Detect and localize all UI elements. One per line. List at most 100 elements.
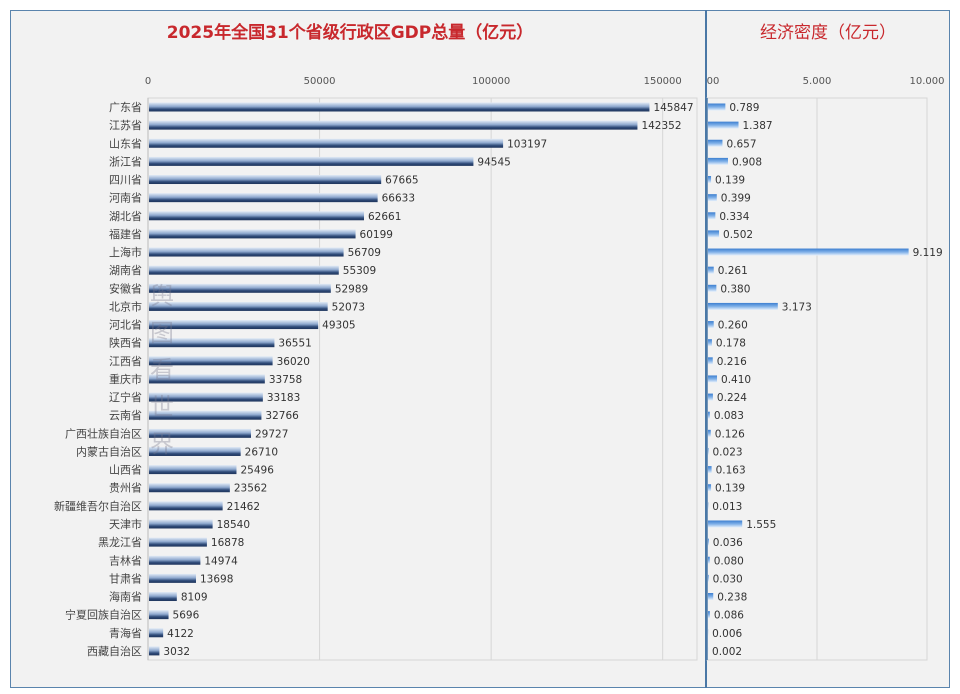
category-label: 天津市 bbox=[109, 517, 142, 531]
category-label: 福建省 bbox=[109, 227, 142, 241]
data-label: 16878 bbox=[211, 537, 244, 549]
bar bbox=[708, 411, 710, 419]
bar bbox=[708, 339, 712, 347]
x-tick-label: 150000 bbox=[644, 76, 682, 87]
bar bbox=[149, 555, 201, 565]
category-label: 西藏自治区 bbox=[87, 644, 142, 658]
category-label: 北京市 bbox=[109, 299, 142, 313]
bar bbox=[708, 357, 713, 365]
data-label: 18540 bbox=[217, 519, 250, 531]
category-label: 贵州省 bbox=[109, 482, 142, 495]
category-label: 海南省 bbox=[109, 590, 142, 604]
category-label: 浙江省 bbox=[109, 155, 142, 168]
data-label: 56709 bbox=[348, 247, 381, 259]
bar bbox=[149, 265, 339, 275]
data-label: 52073 bbox=[332, 301, 365, 313]
data-label: 26710 bbox=[245, 446, 278, 458]
panel-divider bbox=[705, 10, 707, 688]
bar bbox=[708, 230, 720, 238]
bar bbox=[149, 283, 331, 293]
bar bbox=[708, 375, 718, 383]
bar bbox=[708, 447, 709, 455]
data-label: 0.002 bbox=[712, 646, 742, 658]
data-label: 0.410 bbox=[721, 374, 751, 386]
category-label: 河北省 bbox=[109, 319, 142, 332]
data-label: 0.139 bbox=[715, 175, 745, 187]
bar bbox=[149, 519, 213, 529]
bar bbox=[149, 573, 197, 583]
data-label: 1.555 bbox=[746, 519, 776, 531]
bar bbox=[708, 284, 717, 292]
data-label: 67665 bbox=[385, 175, 418, 187]
data-label: 14974 bbox=[204, 555, 238, 567]
bar bbox=[708, 266, 714, 274]
bar bbox=[708, 393, 713, 401]
data-label: 0.224 bbox=[717, 392, 747, 404]
data-label: 0.013 bbox=[712, 501, 742, 513]
category-label: 甘肃省 bbox=[109, 572, 142, 585]
category-label: 辽宁省 bbox=[109, 390, 142, 404]
data-label: 66633 bbox=[382, 193, 415, 205]
bar bbox=[708, 466, 712, 474]
data-label: 0.030 bbox=[713, 573, 743, 585]
data-label: 3032 bbox=[163, 646, 190, 658]
data-label: 60199 bbox=[360, 229, 393, 241]
bar bbox=[708, 103, 726, 111]
bar bbox=[149, 211, 365, 221]
bar bbox=[708, 574, 709, 582]
category-label: 青海省 bbox=[109, 626, 142, 640]
x-tick-label: 100000 bbox=[472, 76, 510, 87]
data-label: 0.260 bbox=[718, 320, 748, 332]
data-label: 36020 bbox=[277, 356, 310, 368]
bar bbox=[149, 175, 382, 185]
data-label: 29727 bbox=[255, 428, 288, 440]
data-label: 33183 bbox=[267, 392, 300, 404]
category-label: 湖北省 bbox=[109, 210, 142, 223]
data-label: 13698 bbox=[200, 573, 233, 585]
category-label: 湖南省 bbox=[109, 264, 142, 277]
data-label: 0.261 bbox=[718, 265, 748, 277]
data-label: 0.216 bbox=[717, 356, 747, 368]
bar bbox=[149, 320, 319, 330]
category-label: 内蒙古自治区 bbox=[76, 444, 142, 458]
bar bbox=[149, 628, 164, 638]
category-label: 吉林省 bbox=[109, 553, 142, 567]
bar bbox=[708, 248, 909, 256]
category-label: 广东省 bbox=[109, 101, 142, 114]
bar bbox=[708, 157, 728, 165]
data-label: 0.083 bbox=[714, 410, 744, 422]
bar bbox=[708, 139, 723, 147]
category-label: 江苏省 bbox=[109, 119, 142, 132]
category-label: 江西省 bbox=[109, 355, 142, 368]
bar bbox=[149, 592, 177, 602]
data-label: 0.789 bbox=[729, 102, 759, 114]
bar bbox=[149, 392, 263, 402]
data-label: 5696 bbox=[173, 610, 200, 622]
x-tick-label: 10.000 bbox=[910, 76, 945, 87]
bar bbox=[149, 229, 356, 239]
x-tick-label: 0 bbox=[145, 76, 151, 87]
data-label: 0.399 bbox=[721, 193, 751, 205]
bar bbox=[149, 338, 275, 348]
bar bbox=[149, 465, 237, 475]
data-label: 0.502 bbox=[723, 229, 753, 241]
data-label: 62661 bbox=[368, 211, 401, 223]
bar bbox=[149, 156, 474, 166]
category-label: 广西壮族自治区 bbox=[65, 426, 142, 440]
bar bbox=[708, 611, 710, 619]
data-label: 1.387 bbox=[743, 120, 773, 132]
data-label: 103197 bbox=[507, 138, 547, 150]
bar bbox=[149, 102, 650, 112]
category-label: 山西省 bbox=[109, 464, 142, 477]
data-label: 49305 bbox=[322, 320, 355, 332]
category-label: 新疆维吾尔自治区 bbox=[54, 499, 142, 513]
category-label: 陕西省 bbox=[109, 336, 142, 350]
data-label: 0.139 bbox=[715, 483, 745, 495]
bar bbox=[708, 520, 743, 528]
data-label: 0.380 bbox=[720, 283, 750, 295]
bar bbox=[708, 302, 778, 310]
bar bbox=[149, 446, 241, 456]
bar bbox=[149, 356, 273, 366]
data-label: 0.908 bbox=[732, 156, 762, 168]
